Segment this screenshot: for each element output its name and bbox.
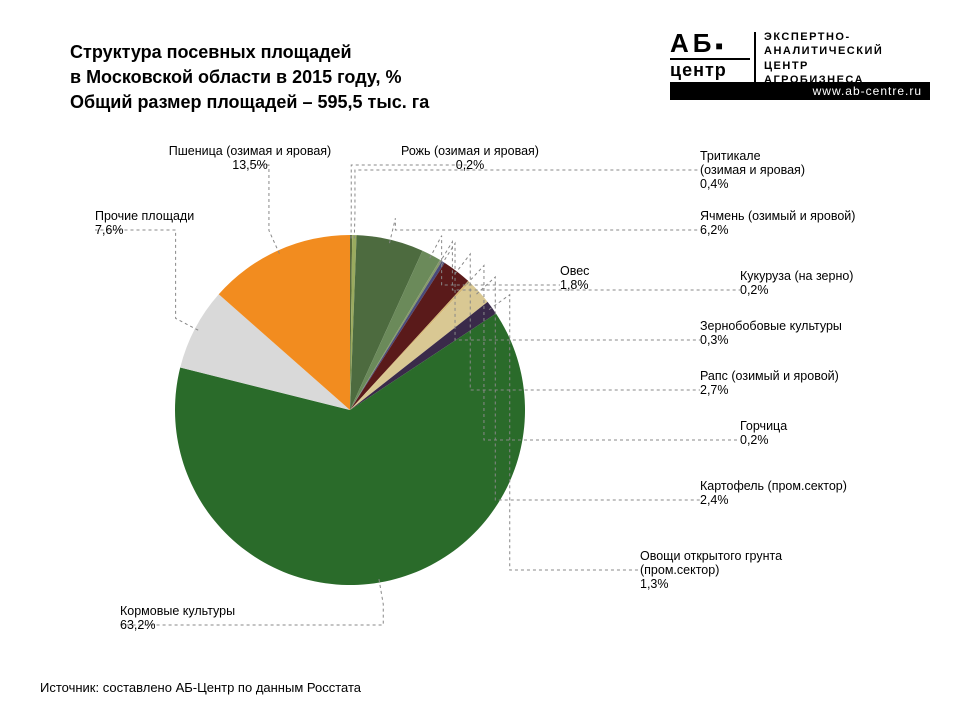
leader-line [250,165,279,254]
logo-tagline: ЭКСПЕРТНО- АНАЛИТИЧЕСКИЙ ЦЕНТР АГРОБИЗНЕ… [764,30,883,87]
logo: АБ■ центр ЭКСПЕРТНО- АНАЛИТИЧЕСКИЙ ЦЕНТР… [670,30,930,100]
logo-url: www.ab-centre.ru [670,82,930,100]
title-line-3: Общий размер площадей – 595,5 тыс. га [70,92,429,112]
slice-label: Кормовые культуры63,2% [120,604,235,632]
leader-line [390,218,700,243]
slice-label: Тритикале(озимая и яровая)0,4% [700,149,805,191]
slice-label: Овощи открытого грунта(пром.сектор)1,3% [640,549,782,591]
logo-mark: АБ■ центр [670,30,750,81]
title-line-1: Структура посевных площадей [70,42,352,62]
slice-label: Зернобобовые культуры0,3% [700,319,842,347]
slice-label: Рапс (озимый и яровой)2,7% [700,369,839,397]
logo-center-text: центр [670,58,750,81]
chart-title: Структура посевных площадей в Московской… [70,40,429,116]
slice-label: Пшеница (озимая и яровая)13,5% [169,144,331,172]
leader-line [120,579,383,625]
slice-label: Кукуруза (на зерно)0,2% [740,269,853,297]
slice-label: Горчица0,2% [740,419,787,447]
slice-label: Рожь (озимая и яровая)0,2% [401,144,539,172]
pie-chart: Рожь (озимая и яровая)0,2% Тритикале(озим… [0,120,960,680]
slice-label: Овес1,8% [560,264,589,292]
leader-line [354,170,700,239]
title-line-2: в Московской области в 2015 году, % [70,67,402,87]
slice-label: Картофель (пром.сектор)2,4% [700,479,847,507]
slice-label: Ячмень (озимый и яровой)6,2% [700,209,855,237]
leader-line [95,230,198,330]
leader-line [351,165,470,239]
source-text: Источник: составлено АБ-Центр по данным … [40,680,361,695]
logo-ab-text: АБ [670,28,715,58]
slice-label: Прочие площади7,6% [95,209,194,237]
